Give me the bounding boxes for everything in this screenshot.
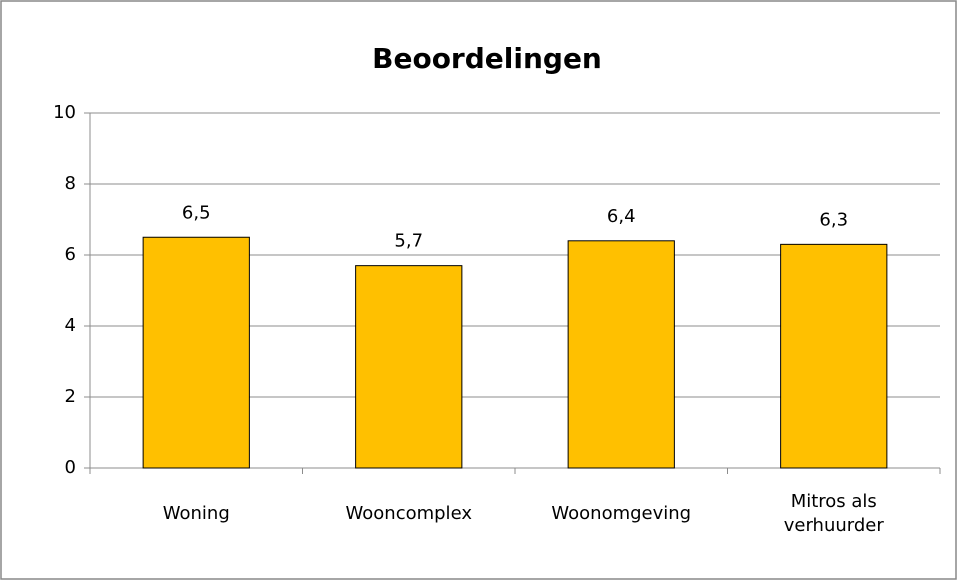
y-tick-label: 8 bbox=[65, 173, 76, 194]
bar bbox=[355, 265, 463, 469]
chart-title: Beoordelingen bbox=[372, 42, 602, 75]
x-tick-label: Woning bbox=[163, 503, 230, 524]
y-tick-label: 6 bbox=[65, 244, 76, 265]
bar bbox=[780, 243, 888, 469]
y-tick-label: 0 bbox=[65, 457, 76, 478]
x-tick-label: Woonomgeving bbox=[551, 503, 691, 524]
x-tick-label: Wooncomplex bbox=[346, 503, 473, 524]
bar bbox=[567, 240, 675, 469]
value-label: 6,4 bbox=[607, 206, 636, 227]
y-tick-label: 10 bbox=[53, 102, 76, 123]
bar bbox=[142, 236, 250, 469]
value-label: 6,3 bbox=[819, 209, 848, 230]
value-label: 5,7 bbox=[394, 231, 423, 252]
value-label: 6,5 bbox=[182, 202, 211, 223]
y-tick-label: 2 bbox=[65, 386, 76, 407]
x-tick-label: Mitros als verhuurder bbox=[784, 491, 885, 536]
y-tick-label: 4 bbox=[65, 315, 76, 336]
